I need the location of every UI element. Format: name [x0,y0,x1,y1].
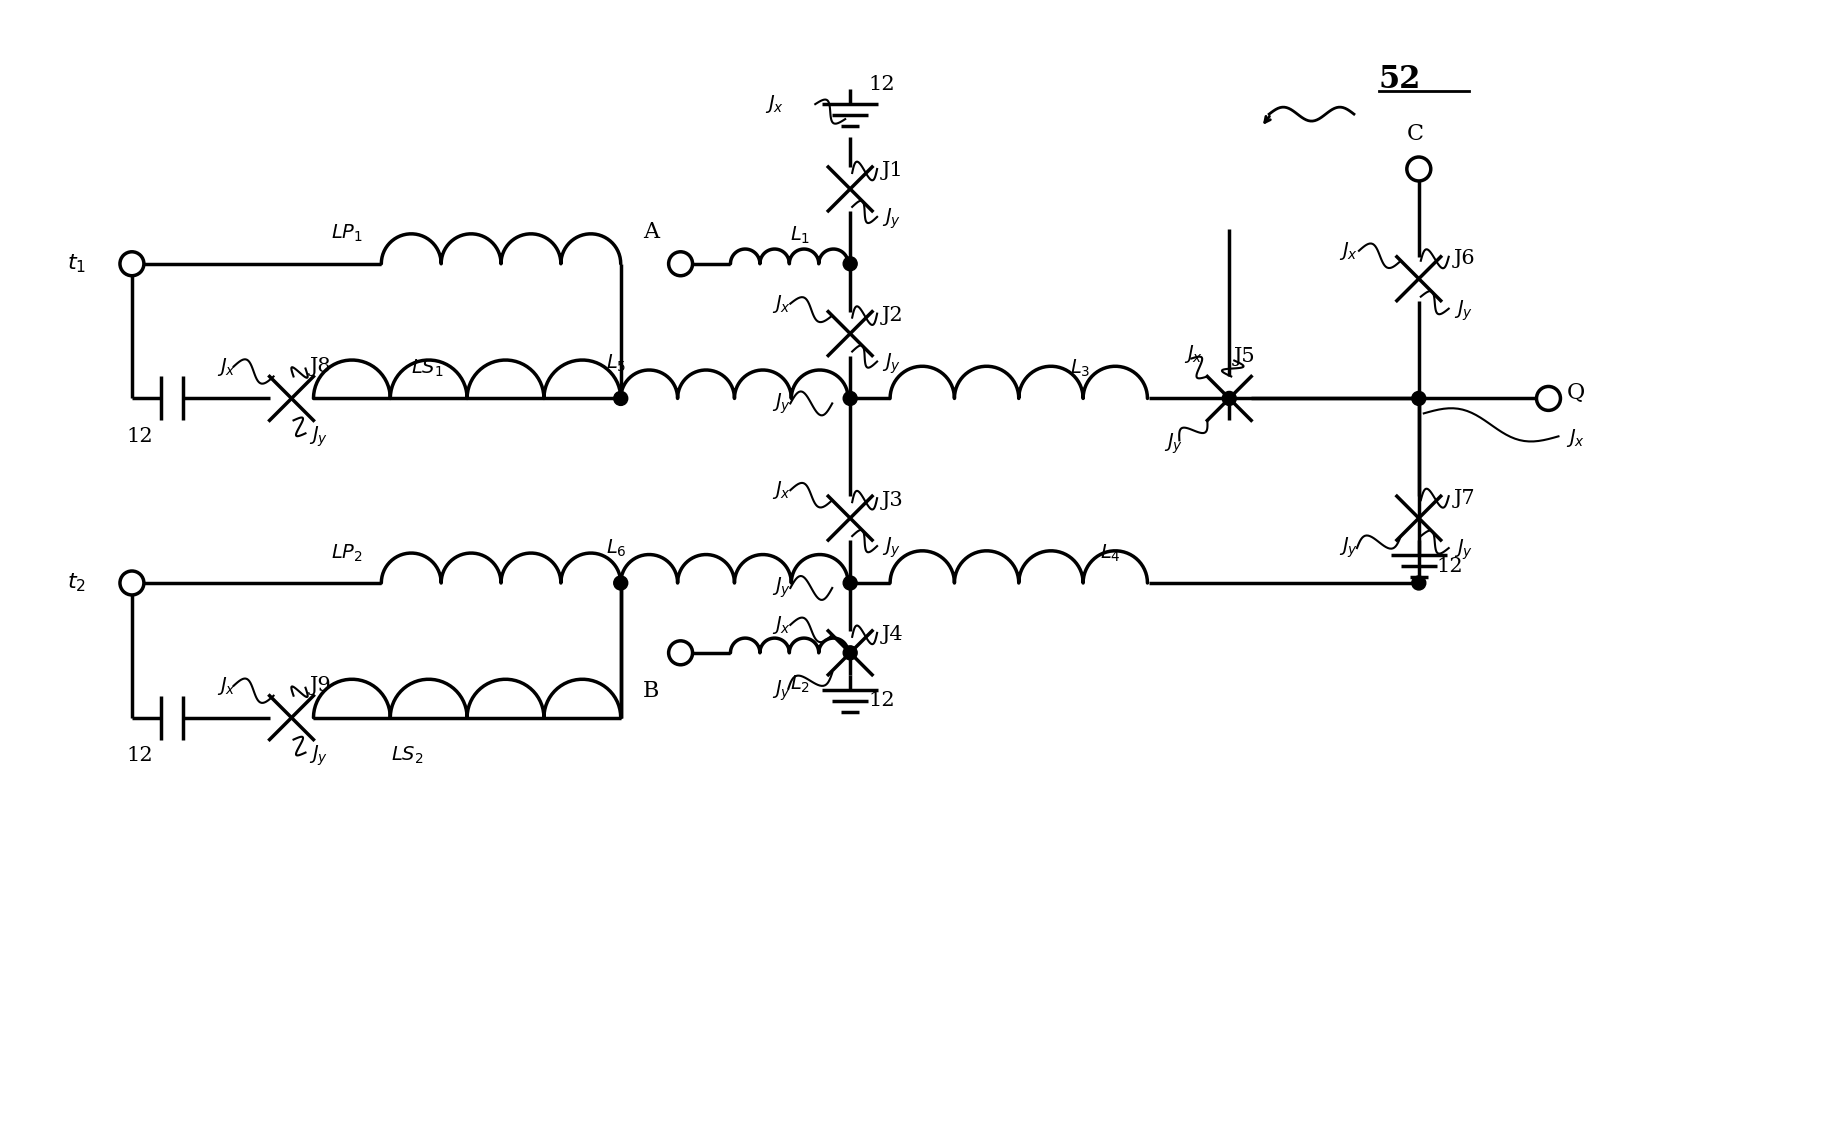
Circle shape [613,576,628,590]
Circle shape [844,646,857,660]
Text: $LS_1$: $LS_1$ [412,358,443,379]
Text: Q: Q [1567,382,1584,404]
Circle shape [120,571,144,595]
Text: $J_x$: $J_x$ [772,479,792,502]
Circle shape [1222,391,1237,405]
Text: $t_2$: $t_2$ [66,572,87,595]
Text: $J_x$: $J_x$ [772,293,792,315]
Text: $J_y$: $J_y$ [1338,536,1359,560]
Circle shape [668,641,692,665]
Text: $J_x$: $J_x$ [1338,240,1359,262]
Text: $J_y$: $J_y$ [1453,298,1473,323]
Text: J3: J3 [882,490,905,510]
Text: $L_5$: $L_5$ [605,352,626,374]
Text: $L_6$: $L_6$ [605,537,626,559]
Text: $L_3$: $L_3$ [1069,358,1089,379]
Text: $J_y$: $J_y$ [882,207,901,231]
Text: $J_x$: $J_x$ [1567,427,1586,449]
Text: 12: 12 [868,691,895,711]
Circle shape [613,391,628,405]
Circle shape [844,391,857,405]
Text: $J_x$: $J_x$ [772,614,792,636]
Text: $L_1$: $L_1$ [790,225,810,247]
Text: $J_y$: $J_y$ [310,424,329,449]
Text: 12: 12 [1436,557,1464,575]
Text: $J_y$: $J_y$ [772,391,792,416]
Text: $J_x$: $J_x$ [1185,342,1204,365]
Text: J9: J9 [310,676,330,696]
Text: 52: 52 [1379,63,1421,94]
Text: 12: 12 [127,746,153,765]
Text: J5: J5 [1235,347,1255,366]
Text: $L_2$: $L_2$ [790,674,810,696]
Circle shape [844,257,857,271]
Text: J6: J6 [1453,249,1475,269]
Text: $LP_2$: $LP_2$ [332,542,364,564]
Text: $J_x$: $J_x$ [216,356,236,378]
Text: $J_y$: $J_y$ [1453,537,1473,563]
Circle shape [668,251,692,276]
Text: J1: J1 [882,162,905,180]
Text: $L_4$: $L_4$ [1100,542,1121,564]
Text: $J_y$: $J_y$ [882,351,901,375]
Circle shape [1412,576,1425,590]
Text: $J_x$: $J_x$ [766,93,785,115]
Text: $J_y$: $J_y$ [310,743,329,768]
Text: A: A [642,220,659,243]
Text: J4: J4 [882,626,905,644]
Text: $J_y$: $J_y$ [772,678,792,703]
Text: J7: J7 [1453,489,1475,507]
Circle shape [1536,387,1560,410]
Text: 12: 12 [127,427,153,445]
Text: $J_y$: $J_y$ [772,575,792,600]
Text: $J_x$: $J_x$ [216,675,236,697]
Circle shape [1412,391,1425,405]
Circle shape [1407,157,1431,181]
Text: $t_1$: $t_1$ [66,253,87,276]
Text: $J_y$: $J_y$ [882,536,901,560]
Text: 12: 12 [868,75,895,94]
Text: J2: J2 [882,307,905,325]
Text: B: B [642,680,659,701]
Text: $J_y$: $J_y$ [1165,430,1183,456]
Text: J8: J8 [310,357,330,377]
Circle shape [120,251,144,276]
Text: C: C [1407,123,1423,145]
Circle shape [844,576,857,590]
Text: $LS_2$: $LS_2$ [391,745,425,766]
Text: $LP_1$: $LP_1$ [332,223,364,245]
